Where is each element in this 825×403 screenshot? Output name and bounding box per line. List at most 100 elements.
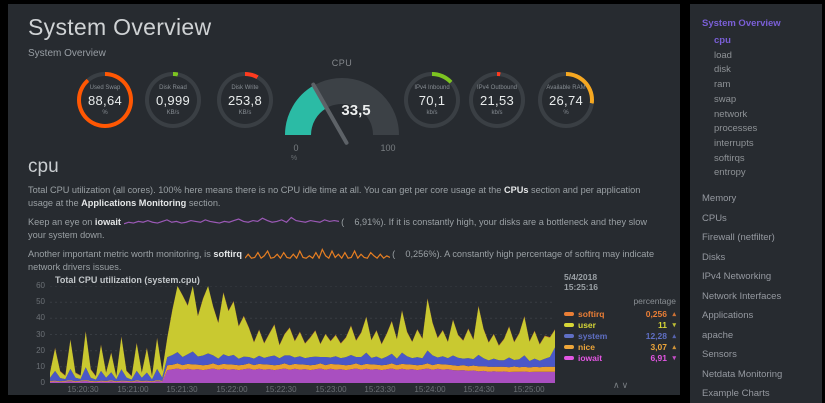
gauge-disk-read[interactable]: Disk Read 0,999 KB/s — [143, 70, 203, 134]
gauge-face: Disk Write 253,8 KB/s — [221, 76, 269, 124]
sidebar-item-memory[interactable]: Memory — [702, 193, 737, 205]
sidebar-item-processes[interactable]: processes — [714, 123, 758, 135]
legend-swatch — [564, 355, 574, 360]
gauge-value: 0,999 — [155, 92, 191, 108]
x-tick: 15:22:30 — [265, 385, 297, 394]
cpu-section: cpu Total CPU utilization (all cores). 1… — [28, 156, 660, 274]
sidebar-item-network-interfaces[interactable]: Network Interfaces — [702, 290, 782, 302]
iowait-note: Keep an eye on iowait ( 6,91%). If it is… — [28, 216, 660, 242]
legend-value: 12,28 — [645, 330, 667, 341]
chart-pan-controls: ∧∨ — [613, 380, 630, 391]
legend-trend-up-icon: ▴ — [672, 332, 676, 340]
sidebar-item-load[interactable]: load — [714, 49, 732, 61]
gauge-face: Disk Read 0,999 KB/s — [149, 76, 197, 124]
para2-post: ( 6,91%). If it is constantly high, your… — [28, 217, 647, 240]
gauge-label: Available RAM — [546, 84, 586, 91]
applications-monitoring-link[interactable]: Applications Monitoring — [81, 198, 187, 208]
x-tick: 15:21:00 — [117, 385, 149, 394]
legend-units-label: percentage — [633, 296, 676, 306]
cpu-gauge-title: CPU — [331, 58, 353, 68]
iowait-label: iowait — [94, 217, 121, 227]
legend-value: 11 — [658, 319, 667, 330]
legend-date: 5/4/2018 — [564, 272, 598, 282]
legend-item-system[interactable]: system 12,28 ▴ — [564, 330, 676, 341]
gauge-face: IPv4 Outbound 21,53 kb/s — [473, 76, 521, 124]
x-tick: 15:25:00 — [513, 385, 545, 394]
gauge-available-ram[interactable]: Available RAM 26,74% — [536, 70, 596, 134]
gauge-label: Used Swap — [89, 84, 121, 91]
x-tick: 15:23:00 — [315, 385, 347, 394]
legend-name: nice — [578, 341, 596, 352]
sidebar-item-entropy[interactable]: entropy — [714, 167, 746, 179]
x-axis-labels: 15:20:30 15:21:00 15:21:30 15:22:00 15:22:30… — [50, 385, 555, 395]
sidebar-item-sensors[interactable]: Sensors — [702, 349, 737, 361]
cpu-gauge[interactable]: CPU 33,5 0 100% — [280, 58, 404, 161]
sidebar-item-disk[interactable]: disk — [714, 64, 731, 76]
gauge-value: 253,8 — [227, 92, 263, 108]
gauge-unit: kb/s — [426, 109, 438, 116]
para1-post: section. — [186, 198, 221, 208]
gauge-face: Available RAM 26,74% — [542, 76, 590, 124]
para3-post: ( 0,256%). A constantly high percentage … — [28, 249, 655, 272]
sidebar-item-example-charts[interactable]: Example Charts — [702, 388, 770, 400]
sidebar-item-apache[interactable]: apache — [702, 329, 734, 341]
legend-value: 0,256 — [645, 308, 667, 319]
y-axis-labels: 0 10 20 30 40 50 60 — [28, 272, 48, 395]
chevron-down-icon[interactable]: ∨ — [621, 380, 631, 390]
gauge-disk-write[interactable]: Disk Write 253,8 KB/s — [215, 70, 275, 134]
legend-swatch — [564, 322, 574, 327]
chevron-up-icon[interactable]: ∧ — [613, 380, 622, 390]
legend-swatch — [564, 311, 574, 316]
gauge-ring: Used Swap 88,64% — [77, 72, 133, 128]
legend-item-iowait[interactable]: iowait 6,91 ▾ — [564, 352, 676, 363]
legend-item-nice[interactable]: nice 3,07 ▴ — [564, 341, 676, 352]
gauge-unit: kb/s — [491, 109, 503, 116]
sidebar-item-ram[interactable]: ram — [714, 79, 731, 91]
y-tick: 50 — [36, 297, 45, 307]
sidebar-item-softirqs[interactable]: softirqs — [714, 152, 745, 164]
legend-name: system — [578, 330, 608, 341]
svg-text:33,5: 33,5 — [341, 102, 370, 119]
legend-item-softirq[interactable]: softirq 0,256 ▴ — [564, 308, 676, 319]
gauge-value: 70,1 — [418, 92, 446, 108]
cpus-link[interactable]: CPUs — [503, 185, 529, 195]
gauge-unit: % — [102, 109, 108, 116]
sidebar-item-cpus[interactable]: CPUs — [702, 212, 727, 224]
sidebar-item-network[interactable]: network — [714, 108, 748, 120]
gauge-unit: KB/s — [166, 109, 180, 116]
legend-trend-down-icon: ▾ — [672, 354, 676, 362]
stacked-area-plot[interactable] — [50, 286, 555, 383]
sidebar-item-swap[interactable]: swap — [714, 93, 737, 105]
svg-text:100: 100 — [380, 143, 395, 153]
gauge-ipv4-inbound[interactable]: IPv4 Inbound 70,1 kb/s — [402, 70, 462, 134]
para1-text: Total CPU utilization (all cores). 100% … — [28, 185, 504, 195]
legend-swatch — [564, 333, 574, 338]
sidebar-item-firewall-netfilter[interactable]: Firewall (netfilter) — [702, 232, 775, 244]
cpu-description: Total CPU utilization (all cores). 100% … — [28, 184, 660, 210]
sidebar-item-disks[interactable]: Disks — [702, 251, 726, 263]
legend-time: 15:25:16 — [564, 282, 599, 292]
sidebar-item-system-overview[interactable]: System Overview — [702, 18, 781, 29]
legend-trend-up-icon: ▴ — [672, 310, 676, 318]
para3-pre: Another important metric worth monitorin… — [28, 249, 214, 259]
legend-trend-down-icon: ▾ — [672, 321, 676, 329]
sidebar-item-netdata-monitoring[interactable]: Netdata Monitoring — [702, 368, 783, 380]
gauge-ipv4-outbound[interactable]: IPv4 Outbound 21,53 kb/s — [467, 70, 527, 134]
legend-item-user[interactable]: user 11 ▾ — [564, 319, 676, 330]
sidebar-item-applications[interactable]: Applications — [702, 310, 754, 322]
gauge-ring: Available RAM 26,74% — [538, 72, 594, 128]
legend-name: softirq — [578, 308, 605, 319]
gauge-label: IPv4 Outbound — [476, 84, 518, 91]
svg-text:0: 0 — [293, 143, 298, 153]
gauge-label: Disk Write — [231, 84, 259, 91]
gauge-ring: IPv4 Inbound 70,1 kb/s — [404, 72, 460, 128]
gauge-used-swap[interactable]: Used Swap 88,64% — [75, 70, 135, 134]
gauge-value: 21,53 — [479, 92, 515, 108]
sidebar-item-cpu[interactable]: cpu — [714, 35, 731, 47]
gauge-face: Used Swap 88,64% — [81, 76, 129, 124]
sidebar-item-ipv4-networking[interactable]: IPv4 Networking — [702, 271, 772, 283]
legend-value: 6,91 — [650, 352, 667, 363]
x-tick: 15:23:30 — [364, 385, 396, 394]
sidebar-item-interrupts[interactable]: interrupts — [714, 137, 754, 149]
